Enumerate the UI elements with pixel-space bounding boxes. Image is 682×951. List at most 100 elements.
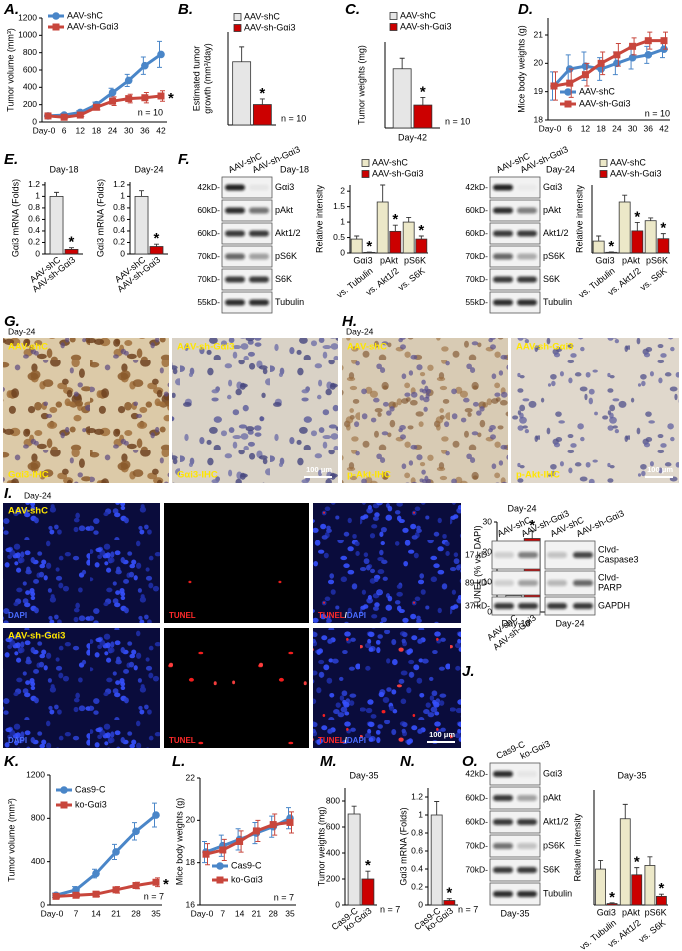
marker-label: 17 kD-: [465, 549, 490, 559]
y-axis-label: Relative intensity: [572, 813, 582, 882]
band: [493, 253, 513, 260]
point: [597, 59, 605, 67]
y-tick-label: 800: [326, 795, 340, 805]
error-bar: [68, 247, 74, 250]
bar: [619, 818, 631, 906]
blot-frame: [489, 199, 541, 222]
error-bar: [54, 191, 60, 197]
row-label: S6K: [275, 274, 292, 284]
legend-marker: [60, 801, 68, 809]
y-tick-label: 0.6: [113, 214, 125, 224]
significance: *: [69, 234, 75, 251]
x-tick-label: 42: [156, 125, 166, 135]
y-tick-label: 200: [326, 873, 340, 883]
panel-label: I.: [4, 485, 12, 502]
y-axis-label: Mice body weights (g): [516, 25, 526, 113]
bar: [389, 230, 402, 254]
blot-title: Day-24: [546, 164, 575, 174]
row-label: Akt1/2: [543, 228, 569, 238]
bar: [49, 195, 64, 255]
legend-label: Cas9-C: [75, 784, 106, 794]
micrograph: [511, 338, 679, 483]
y-axis-label: Relative intensity: [574, 184, 584, 253]
legend-label: AAV-sh-Gαi3: [67, 21, 119, 31]
chart-title: Day-35: [617, 770, 646, 780]
error-bar: [647, 856, 653, 866]
point: [112, 848, 120, 856]
significance: *: [420, 83, 426, 100]
marker-label: 42kD-: [465, 182, 488, 192]
significance: *: [168, 90, 174, 107]
point: [157, 50, 165, 59]
band: [249, 299, 269, 306]
row-label: pAkt: [543, 205, 562, 215]
y-tick-label: 600: [23, 64, 37, 74]
band: [249, 276, 269, 283]
y-tick-label: 0.8: [28, 202, 40, 212]
row-label: GAPDH: [598, 600, 630, 610]
marker-label: 60kD-: [465, 228, 488, 238]
band: [517, 819, 537, 825]
point: [124, 76, 133, 85]
blot-frame: [489, 786, 541, 810]
legend-label: AAV-shC: [372, 157, 408, 167]
error-bar: [399, 57, 405, 69]
y-tick-label: 1: [35, 191, 40, 201]
marker-label: 70kD-: [197, 251, 220, 261]
x-tick-label: Day-0: [41, 908, 64, 918]
blot-frame: [491, 596, 541, 616]
bar: [350, 238, 363, 254]
point: [152, 811, 160, 819]
point: [566, 79, 574, 87]
channel-label-part: TUNEL: [318, 611, 345, 620]
row-label: PARP: [598, 582, 622, 592]
blot-frame: [221, 176, 273, 199]
y-tick-label: 20: [186, 815, 196, 825]
marker-label: 60kD-: [197, 228, 220, 238]
micrograph: [3, 503, 160, 623]
band: [517, 299, 537, 306]
x-tick-label: 28: [268, 908, 278, 918]
y-tick-label: 16: [186, 899, 196, 909]
y-axis-label: Estimated tumor: [191, 46, 201, 112]
y-tick-label: 1.2: [113, 179, 125, 189]
point: [44, 112, 52, 120]
point: [72, 886, 80, 894]
legend-label: AAV-sh-Gαi3: [579, 98, 631, 108]
point: [92, 890, 100, 898]
band: [494, 603, 514, 609]
bar: [232, 61, 252, 126]
x-tick-label: 24: [108, 125, 118, 135]
stain-label: Gαi3-IHC: [8, 470, 49, 481]
x-tick-label: pS6K: [404, 255, 426, 265]
y-tick-label: 0: [418, 899, 423, 909]
bar: [392, 68, 412, 129]
panel-label: D.: [518, 1, 533, 18]
y-tick-label: 2: [340, 185, 345, 195]
significance: *: [163, 876, 169, 893]
x-tick-label: pS6K: [646, 255, 668, 265]
x-tick-label: 6: [62, 125, 67, 135]
point: [269, 821, 277, 829]
y-tick-label: 1.2: [411, 791, 423, 801]
legend-label: AAV-sh-Gαi3: [244, 22, 296, 32]
error-bar: [420, 96, 426, 106]
legend-label: ko-Gαi3: [75, 799, 107, 809]
y-tick-label: 0.5: [333, 232, 345, 242]
chart-title: Day-24: [134, 164, 163, 174]
marker-label: 60kD-: [465, 816, 488, 826]
blot-frame: [221, 291, 273, 314]
error-bar: [392, 224, 398, 232]
channel-label: DAPI: [8, 736, 27, 745]
significance: *: [660, 220, 666, 237]
error-bar: [446, 898, 452, 901]
band: [517, 867, 537, 873]
significance: *: [418, 222, 424, 239]
y-tick-label: 18: [186, 857, 196, 867]
blot-frame: [489, 858, 541, 882]
bar: [149, 246, 164, 255]
row-label: pS6K: [543, 251, 565, 261]
legend-label: AAV-shC: [244, 11, 280, 21]
y-tick-label: 0: [340, 247, 345, 257]
